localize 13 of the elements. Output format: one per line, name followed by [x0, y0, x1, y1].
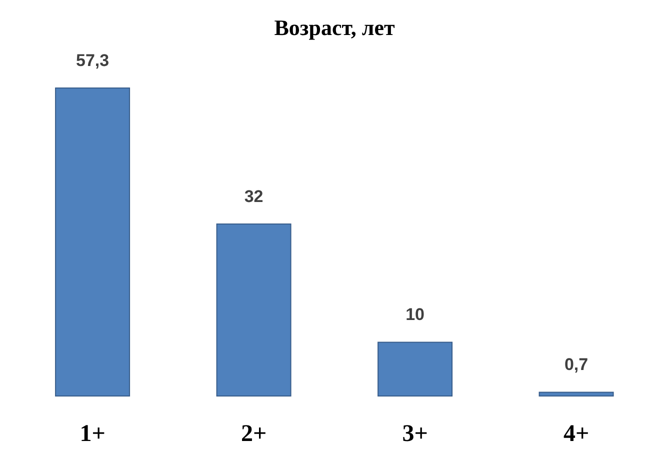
bar — [378, 342, 453, 396]
data-label: 0,7 — [564, 355, 588, 374]
x-tick-label: 4+ — [564, 421, 590, 448]
bar — [55, 88, 130, 396]
data-label: 32 — [244, 186, 264, 206]
chart-title: Возраст, лет — [273, 14, 396, 42]
bar — [216, 223, 292, 396]
x-tick-label: 1+ — [80, 421, 106, 448]
data-label: 57,3 — [76, 51, 110, 70]
data-label: 10 — [406, 305, 424, 324]
x-tick-label: 3+ — [402, 421, 428, 448]
x-tick-label: 2+ — [241, 421, 267, 448]
bar — [538, 392, 614, 396]
